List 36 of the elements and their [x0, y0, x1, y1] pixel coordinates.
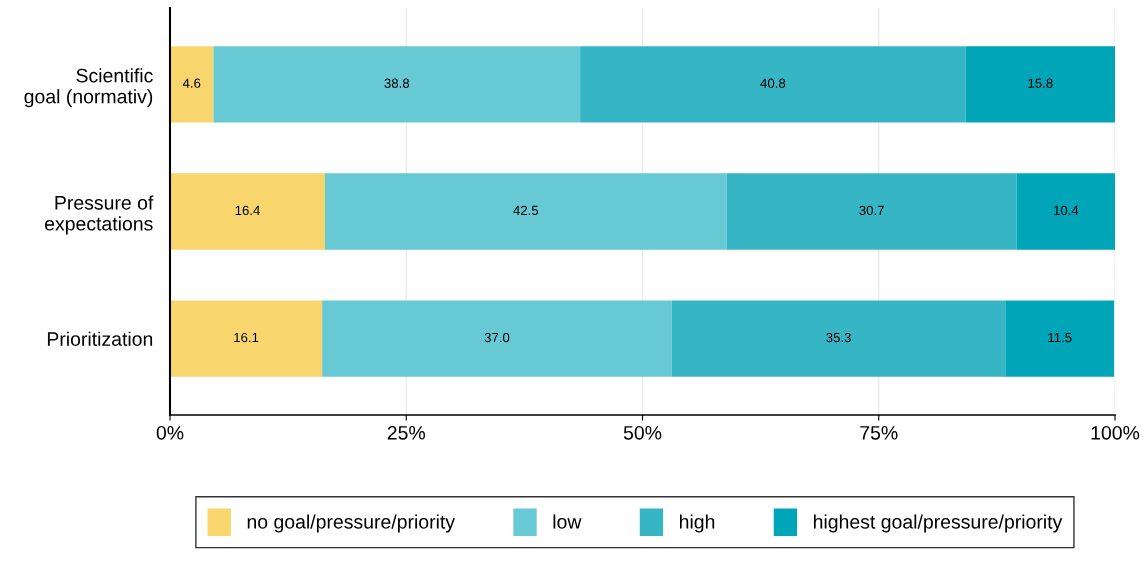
legend-label: high	[680, 514, 715, 533]
legend-label: low	[553, 514, 582, 529]
x-tick-label: 100%	[1091, 425, 1140, 440]
x-tick-label: 50%	[623, 425, 662, 440]
x-tick-label: 25%	[387, 425, 426, 440]
y-tick-label: Scientific goal (normativ)	[24, 68, 153, 108]
data-label: 37.0	[484, 332, 510, 343]
bar	[324, 173, 727, 250]
bar	[580, 46, 966, 123]
data-label: 4.6	[182, 78, 201, 88]
data-label: 16.1	[234, 332, 259, 343]
bar	[170, 300, 323, 377]
bar	[213, 46, 581, 123]
y-tick-label: Pressure of expectations	[44, 195, 154, 235]
bar	[170, 173, 325, 250]
bar	[726, 173, 1017, 250]
bar	[1016, 173, 1115, 250]
data-label: 38.8	[384, 78, 410, 88]
data-label: 11.5	[1048, 333, 1072, 343]
bar	[965, 46, 1115, 123]
x-tick-label: 0%	[156, 425, 184, 440]
legend-label: no goal/pressure/priority	[247, 514, 456, 533]
data-label: 35.3	[826, 332, 851, 343]
bar	[170, 46, 214, 123]
data-label: 30.7	[859, 205, 884, 216]
legend-label: highest goal/pressure/priority	[813, 514, 1063, 533]
data-label: 16.4	[235, 205, 260, 216]
data-label: 40.8	[760, 78, 786, 88]
data-label: 42.5	[513, 205, 539, 216]
bar	[322, 300, 672, 377]
bar	[1005, 300, 1115, 377]
y-tick-label: Prioritization	[47, 331, 153, 346]
bar	[671, 300, 1006, 377]
data-label: 10.4	[1054, 205, 1079, 216]
x-tick-label: 75%	[860, 426, 898, 440]
data-label: 15.8	[1028, 78, 1053, 88]
